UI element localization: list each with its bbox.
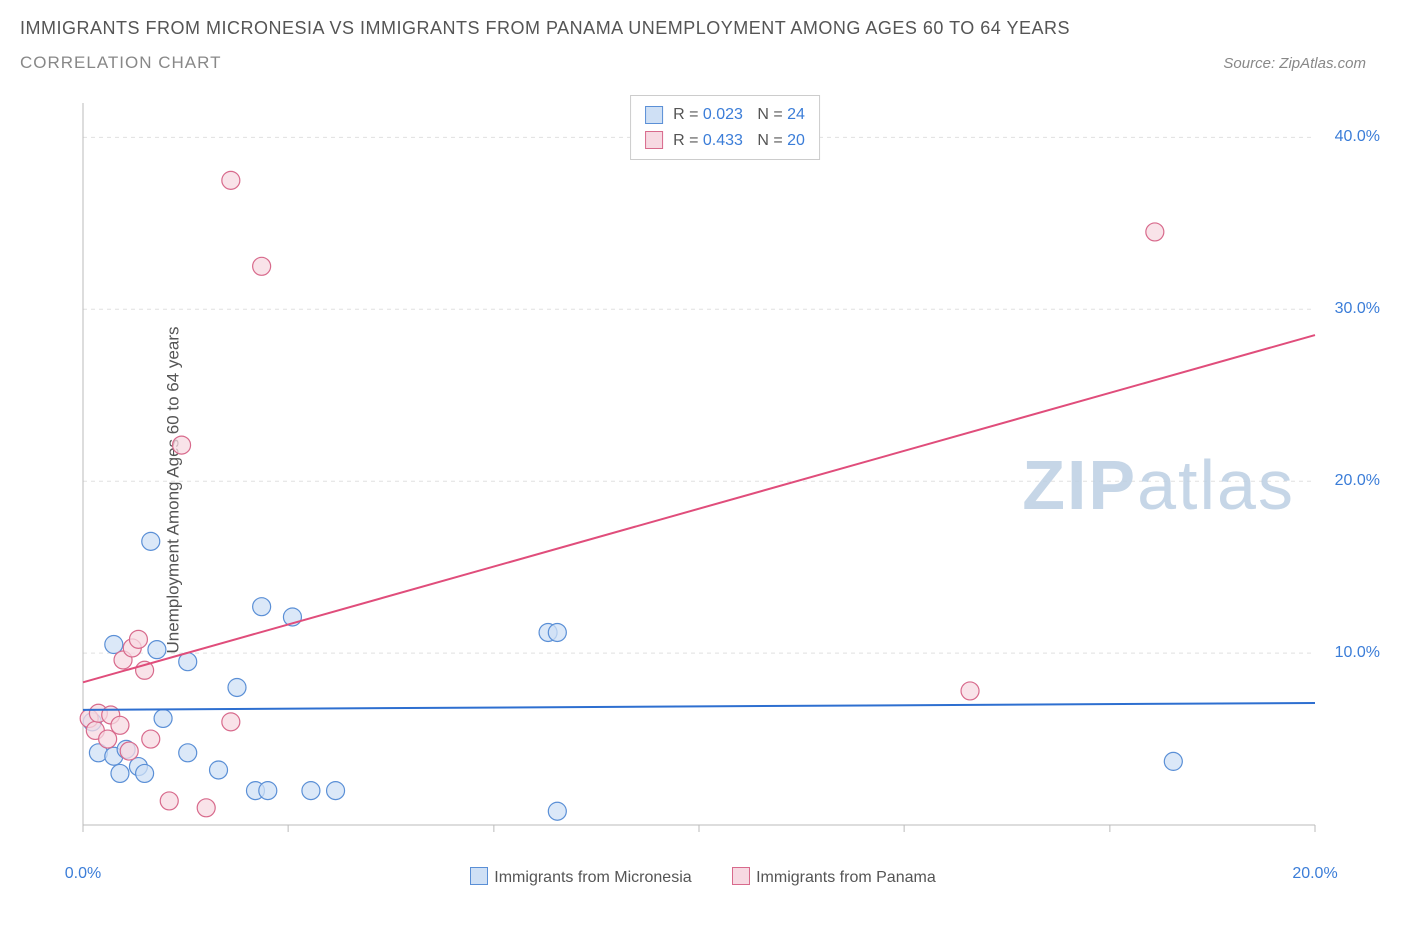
- legend-row-series-1: R = 0.023 N = 24: [645, 102, 805, 128]
- correlation-legend: R = 0.023 N = 24 R = 0.433 N = 20: [630, 95, 820, 160]
- legend-row-series-2: R = 0.433 N = 20: [645, 128, 805, 154]
- y-tick-label: 40.0%: [1335, 128, 1380, 146]
- source-attribution: Source: ZipAtlas.com: [1223, 55, 1366, 72]
- plot-area: ZIPatlas R = 0.023 N = 24 R = 0.433 N = …: [75, 95, 1375, 855]
- chart-subtitle: CORRELATION CHART: [20, 53, 222, 73]
- y-tick-label: 30.0%: [1335, 300, 1380, 318]
- chart-title: IMMIGRANTS FROM MICRONESIA VS IMMIGRANTS…: [20, 18, 1406, 39]
- chart-container: Unemployment Among Ages 60 to 64 years Z…: [20, 95, 1386, 885]
- legend-item-series-2: Immigrants from Panama: [732, 869, 936, 886]
- y-tick-label: 20.0%: [1335, 472, 1380, 490]
- legend-item-series-1: Immigrants from Micronesia: [470, 869, 696, 886]
- series-legend: Immigrants from Micronesia Immigrants fr…: [20, 867, 1386, 887]
- y-tick-label: 10.0%: [1335, 644, 1380, 662]
- scatter-chart-svg: [75, 95, 1375, 855]
